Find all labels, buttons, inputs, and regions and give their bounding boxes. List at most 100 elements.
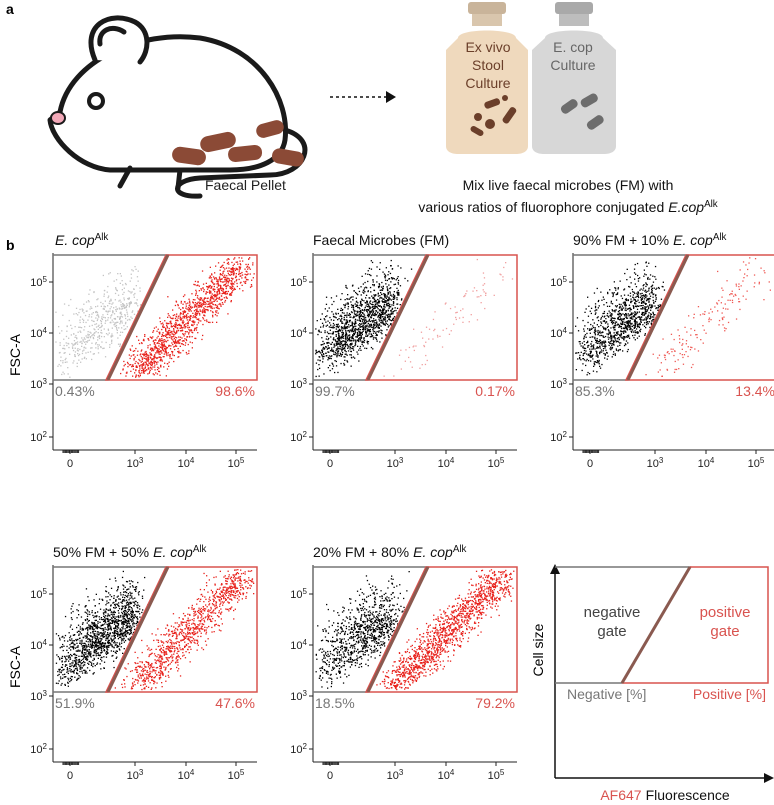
event-dot: [364, 282, 365, 283]
event-dot: [639, 277, 640, 278]
event-dot: [78, 635, 79, 636]
event-dot: [60, 365, 61, 366]
event-dot: [178, 317, 179, 318]
event-dot: [129, 291, 130, 292]
event-dot: [636, 318, 637, 319]
event-dot: [645, 374, 646, 375]
event-dot: [631, 332, 632, 333]
event-dot: [367, 330, 368, 331]
event-dot: [334, 360, 335, 361]
event-dot: [158, 336, 159, 337]
event-dot: [130, 613, 131, 614]
event-dot: [94, 332, 95, 333]
event-dot: [587, 297, 588, 298]
event-dot: [389, 291, 390, 292]
event-dot: [372, 279, 373, 280]
event-dot: [704, 330, 705, 331]
event-dot: [137, 602, 138, 603]
event-dot: [700, 339, 701, 340]
arrow-head: [386, 91, 396, 103]
event-dot: [168, 313, 169, 314]
event-dot: [352, 299, 353, 300]
event-dot: [627, 318, 628, 319]
event-dot: [615, 337, 616, 338]
event-dot: [118, 598, 119, 599]
event-dot: [78, 350, 79, 351]
event-dot: [135, 370, 136, 371]
event-dot: [620, 281, 621, 282]
event-dot: [598, 301, 599, 302]
event-dot: [712, 311, 713, 312]
event-dot: [142, 354, 143, 355]
event-dot: [118, 295, 119, 296]
event-dot: [325, 353, 326, 354]
event-dot: [158, 371, 159, 372]
event-dot: [138, 375, 139, 376]
event-dot: [128, 611, 129, 612]
event-dot: [764, 270, 765, 271]
event-dot: [133, 288, 134, 289]
event-dot: [120, 316, 121, 317]
event-dot: [615, 339, 616, 340]
event-dot: [382, 290, 383, 291]
event-dot: [606, 352, 607, 353]
event-dot: [150, 344, 151, 345]
event-dot: [382, 272, 383, 273]
event-dot: [142, 609, 143, 610]
event-dot: [577, 317, 578, 318]
event-dot: [192, 347, 193, 348]
event-dot: [382, 323, 383, 324]
event-dot: [326, 355, 327, 356]
event-dot: [202, 335, 203, 336]
event-dot: [105, 323, 106, 324]
event-dot: [228, 282, 229, 283]
event-dot: [641, 305, 642, 306]
event-dot: [133, 294, 134, 295]
event-dot: [189, 330, 190, 331]
event-dot: [195, 281, 196, 282]
event-dot: [214, 278, 215, 279]
plot-title: Faecal Microbes (FM): [313, 232, 449, 248]
event-dot: [429, 329, 430, 330]
event-dot: [182, 320, 183, 321]
event-dot: [682, 349, 683, 350]
event-dot: [576, 352, 577, 353]
event-dot: [99, 338, 100, 339]
text-segment: E. cop: [153, 544, 193, 560]
event-dot: [235, 277, 236, 278]
event-dot: [634, 335, 635, 336]
event-dot: [390, 287, 391, 288]
event-dot: [607, 306, 608, 307]
positive-percent: 0.17%: [475, 383, 515, 399]
event-dot: [324, 318, 325, 319]
event-dot: [167, 363, 168, 364]
event-dot: [591, 313, 592, 314]
event-dot: [108, 273, 109, 274]
event-dot: [334, 344, 335, 345]
event-dot: [141, 356, 142, 357]
event-dot: [239, 269, 240, 270]
event-dot: [68, 305, 69, 306]
event-dot: [225, 286, 226, 287]
event-dot: [122, 284, 123, 285]
event-dot: [172, 354, 173, 355]
event-dot: [110, 322, 111, 323]
event-dot: [115, 287, 116, 288]
event-dot: [739, 309, 740, 310]
event-dot: [351, 330, 352, 331]
event-dot: [635, 339, 636, 340]
event-dot: [175, 326, 176, 327]
event-dot: [164, 348, 165, 349]
event-dot: [189, 303, 190, 304]
event-dot: [115, 306, 116, 307]
event-dot: [97, 306, 98, 307]
event-dot: [75, 348, 76, 349]
flow-plot: 90% FM + 10%E. copAlk85.3%13.4%: [569, 232, 774, 455]
event-dot: [231, 283, 232, 284]
event-dot: [613, 344, 614, 345]
event-dot: [730, 293, 731, 294]
event-dot: [190, 306, 191, 307]
event-dot: [614, 281, 615, 282]
event-dot: [351, 343, 352, 344]
vial-text: Culture: [550, 57, 595, 73]
